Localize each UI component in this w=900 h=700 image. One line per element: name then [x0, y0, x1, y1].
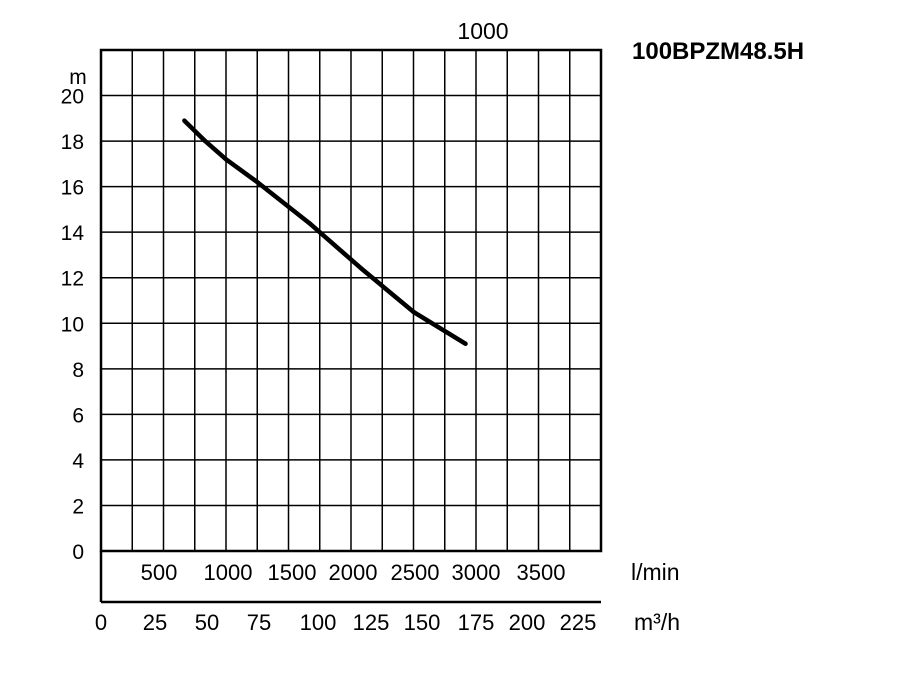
curve-point: [202, 138, 208, 144]
y-tick-label: 6: [72, 404, 84, 427]
curve-point: [411, 309, 416, 315]
y-tick-label: 2: [72, 495, 84, 518]
plot-frame: [99, 48, 603, 604]
lmin-tick-label: 3000: [452, 560, 501, 585]
m3h-tick-labels: 0 25 50 75 100 125 150 175 200 225: [95, 610, 596, 635]
curve-point: [307, 220, 312, 226]
curve-point: [182, 118, 187, 123]
lmin-tick-label: 500: [141, 560, 178, 585]
lmin-tick-label: 2000: [329, 560, 378, 585]
pump-curve-line: [182, 118, 467, 346]
y-tick-label: 10: [61, 313, 84, 336]
curve-point: [255, 179, 260, 185]
lmin-tick-labels: 500 1000 1500 2000 2500 3000 3500: [141, 560, 566, 585]
lmin-tick-label: 1500: [268, 560, 317, 585]
m3h-tick-label: 0: [95, 610, 107, 635]
m3h-tick-label: 175: [458, 610, 495, 635]
m3h-tick-label: 25: [143, 610, 167, 635]
y-tick-labels: 0 2 4 6 8 10 12 14 16 18 20: [61, 86, 85, 564]
y-tick-label: 8: [72, 359, 84, 382]
series-layer: [182, 118, 468, 346]
lmin-tick-label: 1000: [204, 560, 253, 585]
y-tick-label: 0: [72, 541, 84, 564]
m3h-tick-label: 200: [509, 610, 546, 635]
m3h-tick-label: 50: [195, 610, 219, 635]
y-tick-label: 14: [61, 222, 85, 245]
y-tick-label: 18: [61, 131, 84, 154]
grid-lines: [101, 50, 601, 552]
m3h-tick-label: 150: [404, 610, 441, 635]
m3h-tick-label: 225: [560, 610, 597, 635]
y-axis-unit-label: m: [69, 66, 87, 89]
m3h-axis-unit-label: m³/h: [634, 609, 680, 635]
y-tick-label: 16: [61, 177, 84, 200]
y-tick-label: 12: [61, 268, 84, 291]
top-scale-label: 1000: [457, 18, 508, 44]
lmin-axis-unit-label: l/min: [631, 559, 680, 585]
lmin-tick-label: 2500: [391, 560, 440, 585]
lmin-tick-label: 3500: [517, 560, 566, 585]
y-tick-label: 20: [61, 86, 84, 109]
m3h-tick-label: 125: [353, 610, 390, 635]
y-tick-label: 4: [72, 450, 84, 473]
curve-point: [223, 157, 229, 162]
m3h-tick-label: 75: [247, 610, 271, 635]
curve-point: [359, 266, 364, 271]
curve-point: [463, 341, 468, 346]
m3h-tick-label: 100: [300, 610, 337, 635]
chart-title: 100BPZM48.5H: [632, 38, 804, 65]
plot-border: [99, 48, 603, 553]
